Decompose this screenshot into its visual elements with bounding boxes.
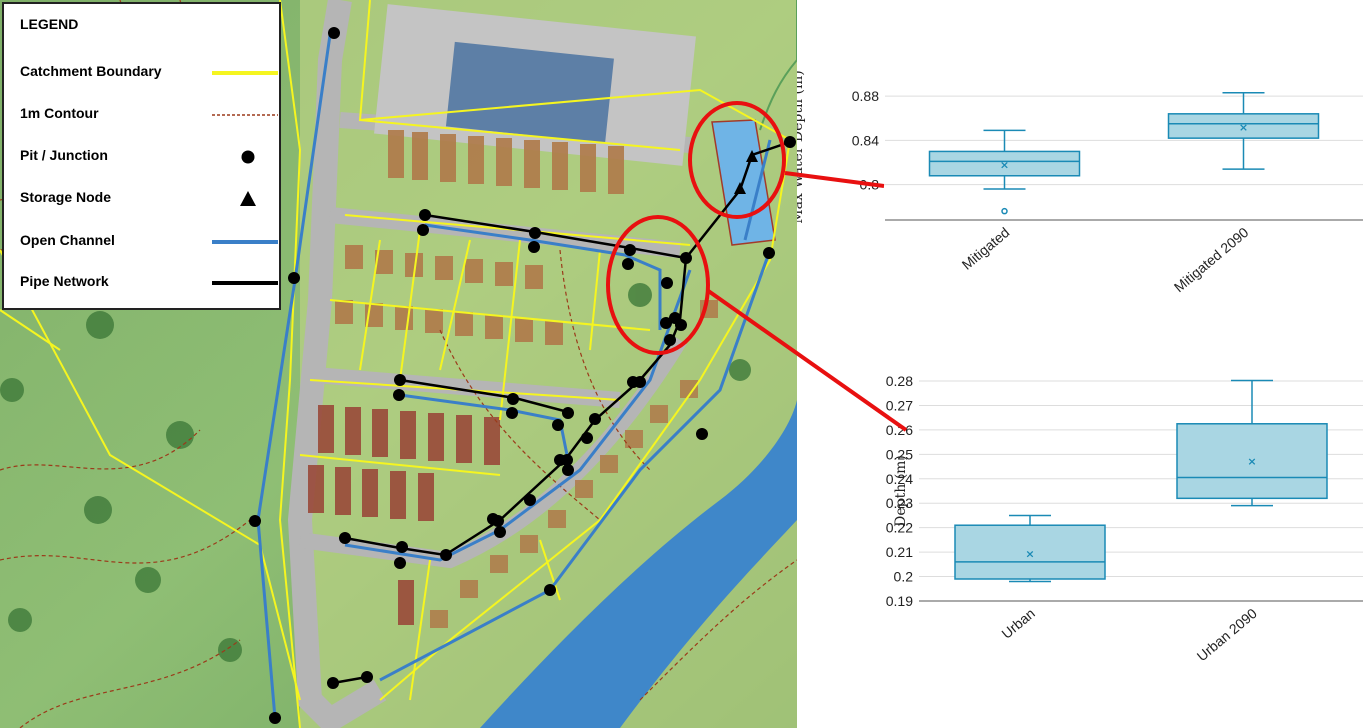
x-tick-label: Mitigated 2090	[1171, 224, 1252, 295]
legend-item-storage-node: Storage Node	[20, 187, 282, 211]
y-tick-label: 0.2	[894, 569, 914, 585]
catchment-boundaries	[0, 0, 792, 728]
x-tick-label: Mitigated	[959, 224, 1013, 273]
legend-item-pit-junction: Pit / Junction	[20, 145, 282, 169]
box	[1167, 113, 1320, 139]
legend-label: Catchment Boundary	[20, 63, 162, 79]
houses	[335, 130, 624, 345]
x-tick-label: Urban 2090	[1194, 605, 1260, 664]
site-map: LEGEND Catchment Boundary 1m Contour Pit…	[0, 0, 797, 728]
mean-marker: ×	[1247, 455, 1256, 468]
building	[445, 41, 614, 144]
box	[928, 150, 1081, 177]
y-tick-label: 0.8	[860, 177, 880, 193]
y-axis-title: Depth (m)	[893, 455, 909, 527]
y-tick-label: 0.23	[886, 495, 913, 511]
box-plot-urban: 0.19 0.2 0.21 0.22 0.23 0.24 0.25 0.26 0.27 0.28 D…	[886, 373, 1363, 664]
y-tick-label: 0.19	[886, 593, 913, 609]
y-axis-title: Max Water Depth (m)	[797, 70, 806, 223]
box	[1176, 423, 1328, 500]
legend-label: 1m Contour	[20, 105, 99, 121]
legend-label: Storage Node	[20, 189, 112, 205]
contour-swatch	[212, 114, 278, 116]
box	[954, 524, 1106, 580]
y-tick-label: 0.84	[852, 132, 879, 148]
mean-marker: ×	[1000, 159, 1009, 172]
y-tick-label: 0.25	[886, 446, 913, 462]
legend-item-catchment-boundary: Catchment Boundary	[20, 61, 282, 85]
legend-label: Pipe Network	[20, 273, 109, 289]
y-tick-label: 0.88	[852, 88, 879, 104]
y-tick-label: 0.26	[886, 422, 913, 438]
catchment-boundary-swatch	[212, 71, 278, 75]
y-tick-label: 0.24	[886, 471, 913, 487]
mean-marker: ×	[1239, 121, 1248, 134]
river	[480, 400, 797, 728]
y-tick-label: 0.28	[886, 373, 913, 389]
y-tick-label: 0.27	[886, 397, 913, 413]
legend-item-open-channel: Open Channel	[20, 230, 282, 254]
charts-panel: 0.8 0.84 0.88 Max Water Depth (m) × Mitigated…	[797, 0, 1367, 728]
storage-node-swatch	[240, 191, 256, 206]
legend-item-contour: 1m Contour	[20, 103, 282, 127]
y-tick-label: 0.21	[886, 544, 913, 560]
pipe-network-swatch	[212, 281, 278, 285]
open-channel-swatch	[212, 240, 278, 244]
main-road	[287, 0, 387, 728]
legend-item-pipe-network: Pipe Network	[20, 271, 282, 295]
legend: LEGEND Catchment Boundary 1m Contour Pit…	[2, 2, 281, 310]
pit-junction-swatch	[241, 150, 255, 164]
legend-title: LEGEND	[20, 16, 79, 32]
y-tick-label: 0.22	[886, 520, 913, 536]
box-plot-mitigated: 0.8 0.84 0.88 Max Water Depth (m) × Mitigated…	[797, 70, 1363, 295]
mean-marker: ×	[1025, 547, 1034, 560]
x-tick-label: Urban	[998, 605, 1038, 642]
legend-label: Pit / Junction	[20, 147, 108, 163]
legend-label: Open Channel	[20, 232, 115, 248]
outlier-point	[1001, 207, 1008, 215]
